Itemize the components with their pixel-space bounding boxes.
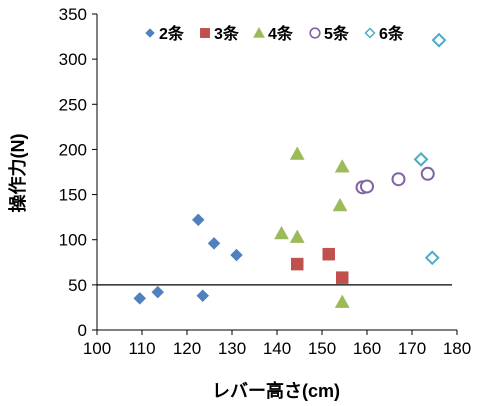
legend-item: 2条	[145, 24, 185, 43]
data-point	[322, 247, 335, 261]
y-axis-title: 操作力(N)	[7, 134, 28, 213]
data-point	[420, 166, 435, 181]
series-2jo	[133, 213, 243, 305]
legend-marker	[309, 27, 321, 39]
legend-marker	[145, 28, 155, 38]
legend-item: 3条	[200, 24, 240, 43]
legend-item: 4条	[253, 24, 294, 43]
legend: 2条 3条 4条 5条 6条	[145, 24, 405, 43]
x-tick-label: 160	[353, 339, 381, 358]
x-axis-title: レバー高さ(cm)	[212, 380, 340, 401]
y-tick-label: 0	[78, 321, 87, 340]
data-point	[391, 172, 406, 187]
data-point	[334, 294, 350, 308]
data-point	[274, 225, 289, 240]
data-point	[332, 197, 348, 212]
y-axis-ticks: 0 50 100 150 200 250 300 350	[59, 5, 97, 340]
series-5jo	[355, 166, 435, 195]
plot-area	[96, 14, 457, 331]
y-tick-label: 350	[59, 5, 87, 24]
y-tick-label: 150	[59, 186, 87, 205]
legend-label: 3条	[214, 24, 240, 43]
x-tick-label: 180	[443, 339, 471, 358]
x-tick-label: 110	[128, 339, 155, 358]
x-tick-label: 100	[83, 339, 111, 358]
legend-item: 5条	[309, 24, 350, 43]
legend-marker	[364, 27, 376, 39]
y-tick-label: 200	[59, 140, 87, 159]
y-tick-label: 50	[68, 276, 87, 295]
x-tick-label: 120	[173, 339, 201, 358]
data-point	[413, 151, 429, 167]
data-point	[133, 292, 147, 305]
data-point	[291, 257, 304, 271]
legend-label: 4条	[268, 24, 294, 43]
data-point	[360, 179, 374, 194]
data-point	[289, 229, 305, 243]
data-point	[334, 159, 350, 173]
data-markers	[133, 32, 447, 308]
data-point	[191, 213, 205, 227]
legend-label: 6条	[379, 24, 405, 43]
y-tick-label: 250	[59, 95, 87, 114]
series-6jo	[413, 32, 447, 266]
data-point	[424, 250, 440, 266]
y-tick-label: 100	[59, 231, 87, 250]
data-point	[431, 32, 447, 48]
legend-label: 2条	[159, 24, 185, 43]
x-tick-label: 150	[308, 339, 336, 358]
legend-marker	[253, 26, 265, 38]
x-tick-label: 170	[398, 339, 426, 358]
x-axis-ticks: 100 110 120 130 140 150 160 170 180	[83, 330, 471, 358]
data-point	[196, 289, 210, 303]
series-3jo	[291, 247, 349, 284]
data-point	[151, 285, 165, 299]
x-tick-label: 140	[263, 339, 291, 358]
legend-item: 6条	[364, 24, 405, 43]
legend-marker	[200, 28, 211, 39]
series-4jo	[274, 146, 350, 308]
y-tick-label: 300	[59, 50, 87, 69]
legend-label: 5条	[324, 24, 350, 43]
data-point	[336, 271, 349, 284]
x-tick-label: 130	[218, 339, 246, 358]
data-point	[289, 146, 305, 160]
data-point	[207, 236, 221, 250]
data-point	[230, 248, 243, 262]
